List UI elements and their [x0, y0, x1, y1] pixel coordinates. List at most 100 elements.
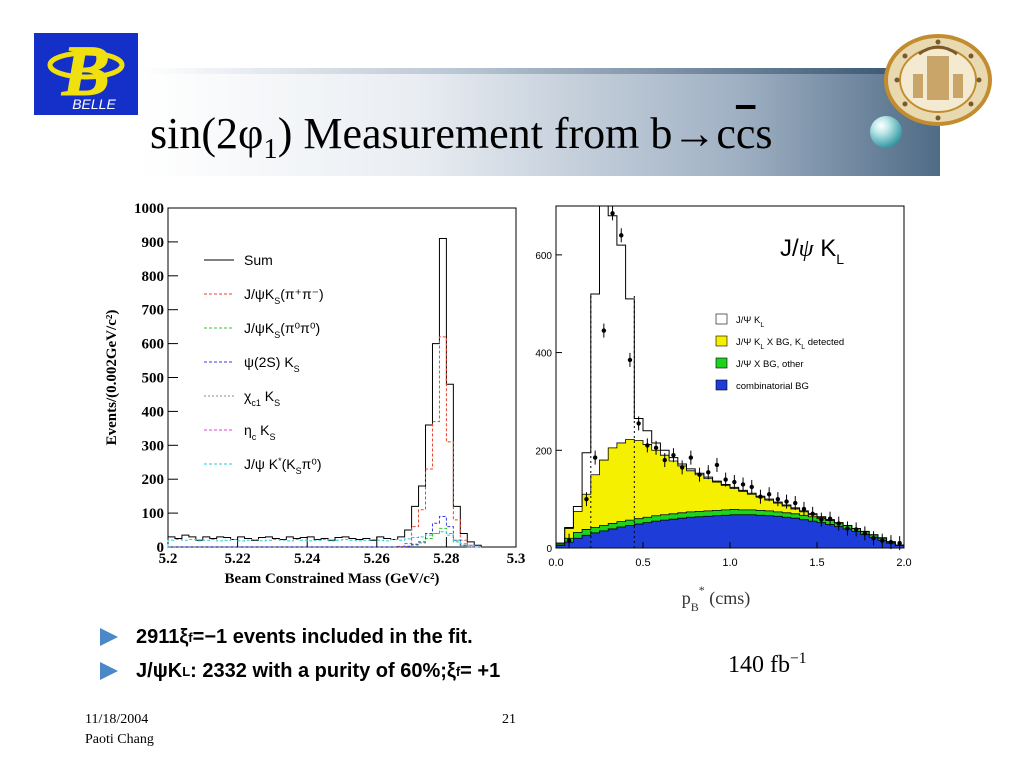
- series-j-k-s-0-0-: [168, 527, 482, 548]
- data-point: [653, 445, 659, 451]
- y-tick-label: 600: [142, 337, 165, 353]
- y-tick-label: 1000: [134, 201, 164, 217]
- legend-label: combinatorial BG: [736, 381, 809, 392]
- data-point: [592, 455, 598, 460]
- legend-label: χc1 KS: [244, 388, 280, 408]
- university-seal: [884, 34, 992, 126]
- legend-label: J/ψKS(π⁰π⁰): [244, 320, 320, 340]
- footer-date: 11/18/2004: [85, 712, 149, 727]
- data-point: [758, 494, 763, 499]
- y-tick-label: 200: [142, 472, 165, 488]
- legend-label: J/ψ K*(KSπ⁰): [244, 456, 322, 476]
- x-tick-label: 1.5: [809, 557, 824, 569]
- x-axis-label: Beam Constrained Mass (GeV/c²): [225, 571, 440, 587]
- data-point: [810, 511, 815, 516]
- x-tick-label: 0.0: [548, 557, 563, 569]
- data-point: [601, 328, 607, 333]
- legend-label: J/ψKS(π⁺π⁻): [244, 286, 324, 306]
- pb-histogram: 0 200 400 600 0.0 0.5 1.0 1.5 2.0 pB* (cms) J/ψ KL…: [535, 205, 912, 614]
- belle-logo-text: BELLE: [72, 96, 116, 112]
- x-tick-label: 5.24: [294, 551, 321, 567]
- data-point: [793, 500, 798, 506]
- y-tick-label: 200: [535, 446, 552, 457]
- y-tick-label: 600: [535, 251, 552, 262]
- legend-swatch: [715, 379, 728, 391]
- series--2s-k-s: [168, 515, 482, 548]
- title-rule: [140, 68, 940, 74]
- mbc-plot-frame: [167, 207, 517, 548]
- x-tick-label: 0.5: [635, 557, 650, 569]
- data-point: [749, 484, 754, 490]
- slide-title: sin(2φ1) Measurement from b→ccs: [150, 109, 773, 165]
- data-point: [566, 538, 572, 543]
- mbc-legend: Sum J/ψKS(π⁺π⁻) J/ψKS(π⁰π⁰) ψ(2S) KS χc1 KS η…: [204, 252, 324, 476]
- legend-label: J/Ψ KL: [736, 315, 764, 329]
- data-point: [723, 477, 728, 482]
- legend-label: ψ(2S) KS: [244, 354, 300, 374]
- title-band: [140, 68, 940, 176]
- x-tick-label: 1.0: [722, 557, 737, 569]
- x-tick-label: 5.28: [433, 551, 459, 567]
- x-axis-label: pB* (cms): [682, 583, 751, 614]
- data-point: [671, 452, 676, 458]
- y-tick-label: 100: [142, 506, 165, 522]
- data-point: [897, 540, 902, 546]
- y-tick-label: 900: [142, 235, 165, 251]
- data-point: [697, 472, 702, 477]
- x-tick-label: 5.26: [364, 551, 391, 567]
- data-point: [775, 496, 781, 502]
- legend-label: ηc KS: [244, 422, 276, 442]
- page-number: 21: [502, 712, 516, 727]
- data-point: [610, 211, 615, 216]
- y-tick-label: 0: [157, 540, 165, 556]
- legend-label: J/Ψ KL X BG, KL detected: [736, 337, 844, 351]
- data-point: [880, 538, 885, 543]
- x-tick-label: 5.22: [224, 551, 250, 567]
- luminosity-label: 140 fb−1: [728, 650, 807, 678]
- data-point: [888, 539, 894, 545]
- data-point: [836, 521, 841, 526]
- data-point: [706, 470, 711, 475]
- data-point: [732, 479, 737, 485]
- y-tick-label: 800: [142, 269, 165, 285]
- data-point: [636, 421, 641, 426]
- legend-label: Sum: [244, 252, 273, 268]
- title-sphere-decoration: [870, 116, 902, 148]
- legend-swatch: [715, 335, 728, 347]
- data-point: [662, 457, 667, 463]
- data-point: [827, 516, 833, 521]
- data-point: [584, 496, 589, 502]
- data-point: [784, 499, 789, 504]
- y-tick-label: 0: [546, 544, 552, 555]
- data-point: [845, 526, 850, 531]
- y-tick-label: 400: [535, 349, 552, 360]
- data-point: [688, 455, 694, 460]
- pb-legend: J/Ψ KL J/Ψ KL X BG, KL detected J/Ψ X BG, …: [715, 313, 844, 392]
- legend-swatch: [715, 313, 728, 325]
- x-tick-label: 5.3: [507, 551, 526, 567]
- y-tick-label: 500: [142, 371, 165, 387]
- belle-logo: B BELLE: [34, 33, 138, 115]
- data-point: [801, 506, 807, 512]
- data-point: [862, 531, 868, 536]
- legend-swatch: [715, 357, 728, 369]
- data-point: [819, 517, 824, 522]
- legend-label: J/Ψ X BG, other: [736, 359, 804, 370]
- data-point: [871, 536, 876, 541]
- data-point: [679, 465, 685, 470]
- belle-logo-letter: B: [61, 33, 110, 111]
- mbc-histogram: 0 100 200 300 400 500 600 700 800 900 1000 5.2 5.22 5…: [104, 201, 526, 587]
- series-sum: [167, 238, 482, 547]
- bullet-arrow-icon: [100, 662, 118, 680]
- footer-author: Paoti Chang: [85, 732, 154, 747]
- chart-title: J/ψ KL: [780, 235, 844, 267]
- series-j-k-s-: [168, 336, 482, 548]
- data-point: [766, 492, 772, 497]
- y-axis-label: Events/(0.002GeV/c²): [104, 310, 120, 446]
- y-tick-label: 300: [142, 438, 165, 454]
- series-j-k-k-s-0-: [167, 531, 482, 548]
- y-tick-label: 700: [142, 303, 165, 319]
